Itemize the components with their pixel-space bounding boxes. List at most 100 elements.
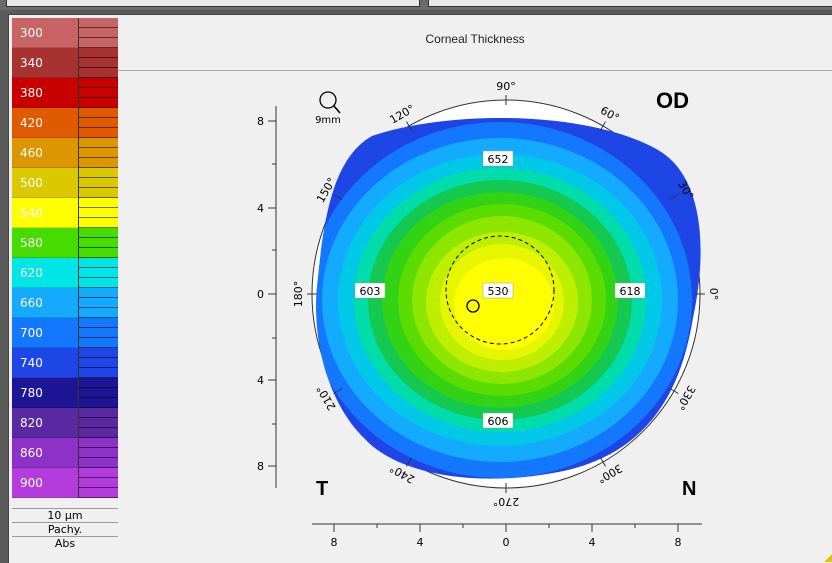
angle-tick [600, 121, 606, 131]
legend-swatch: 860 [12, 438, 78, 468]
y-tick-labels: 8 4 0 4 8 [257, 115, 264, 473]
legend-strip-line [79, 277, 119, 278]
legend-strip [78, 18, 119, 48]
legend-strip [78, 288, 119, 318]
legend-swatch: 620 [12, 258, 78, 288]
value-center: 530 [488, 285, 509, 298]
legend-strip-line [79, 127, 119, 128]
legend-strip-line [79, 457, 119, 458]
legend-strip-line [79, 347, 119, 348]
pupil-outline [445, 235, 555, 345]
legend-strip [78, 258, 119, 288]
legend-strip-line [79, 227, 119, 228]
eye-indicator: OD [656, 88, 689, 113]
temporal-label: T [316, 478, 329, 500]
color-scale-legend[interactable]: 300 340 380 420 460 500 540 580 620 660 700 740 780 8… [12, 18, 119, 556]
legend-strip-line [79, 87, 119, 88]
legend-strip-line [79, 447, 119, 448]
legend-strip-line [79, 157, 119, 158]
y-tick-label: 0 [257, 288, 264, 301]
legend-strip-line [79, 397, 119, 398]
legend-strip-line [79, 487, 119, 488]
legend-swatch: 580 [12, 228, 78, 258]
angle-tick [669, 388, 679, 394]
legend-strip-line [79, 357, 119, 358]
legend-strip-line [79, 67, 119, 68]
x-tick-label: 8 [331, 536, 338, 549]
legend-strip-line [79, 307, 119, 308]
top-field-left[interactable] [6, 0, 420, 7]
legend-strip-line [79, 327, 119, 328]
x-tick-label: 4 [417, 536, 424, 549]
legend-strip-line [79, 217, 119, 218]
legend-strip [78, 168, 119, 198]
legend-swatch: 380 [12, 78, 78, 108]
magnifier-icon[interactable] [319, 91, 341, 114]
legend-strip [78, 378, 119, 408]
legend-strip-line [79, 287, 119, 288]
legend-strip-line [79, 247, 119, 248]
legend-strip-line [79, 337, 119, 338]
angle-tick [600, 457, 606, 467]
y-tick-label: 8 [257, 115, 264, 128]
legend-swatch: 900 [12, 468, 78, 498]
top-field-right[interactable] [428, 0, 832, 7]
map-title: Corneal Thickness [425, 32, 525, 46]
x-tick-label: 0 [503, 536, 510, 549]
y-tick-label: 8 [257, 460, 264, 473]
legend-swatch: 500 [12, 168, 78, 198]
value-right: 618 [620, 285, 641, 298]
legend-swatch: 780 [12, 378, 78, 408]
legend-strip-line [79, 117, 119, 118]
legend-strip-line [79, 37, 119, 38]
x-tick-label: 4 [589, 536, 596, 549]
nasal-label: N [682, 478, 697, 500]
angle-label: 300° [595, 461, 624, 486]
angle-label: 120° [388, 102, 417, 127]
legend-strip-line [79, 57, 119, 58]
legend-swatch: 700 [12, 318, 78, 348]
legend-strip-line [79, 107, 119, 108]
legend-strip [78, 318, 119, 348]
legend-strip-line [79, 497, 119, 498]
legend-swatch: 660 [12, 288, 78, 318]
legend-footer-mode[interactable]: Pachy. [12, 522, 118, 537]
legend-strip-line [79, 297, 119, 298]
y-tick-label: 4 [257, 202, 264, 215]
value-top: 652 [488, 153, 509, 166]
legend-strip-line [79, 377, 119, 378]
angle-label: 0° [707, 288, 720, 301]
legend-strip-line [79, 367, 119, 368]
x-tick-label: 8 [675, 536, 682, 549]
legend-strip-line [79, 177, 119, 178]
title-divider [118, 70, 832, 71]
y-axis [268, 106, 277, 488]
legend-strip [78, 438, 119, 468]
angle-label: 90° [496, 80, 516, 93]
corneal-thickness-map[interactable]: 8 4 0 4 8 8 4 0 4 8 0°30°60°90 [118, 18, 832, 556]
resize-grip-icon[interactable] [824, 554, 832, 562]
map-panel: Corneal Thickness [118, 18, 832, 556]
angle-tick [333, 388, 343, 394]
legend-strip-line [79, 237, 119, 238]
legend-strip-line [79, 417, 119, 418]
legend-swatch: 340 [12, 48, 78, 78]
legend-strip [78, 228, 119, 258]
legend-strip-line [79, 477, 119, 478]
legend-strip-line [79, 407, 119, 408]
legend-strip-line [79, 257, 119, 258]
thinnest-point-marker [466, 299, 480, 313]
legend-strip-line [79, 207, 119, 208]
angle-tick [406, 457, 412, 467]
legend-strip [78, 408, 119, 438]
legend-strip [78, 48, 119, 78]
angle-label: 180° [292, 281, 305, 308]
angle-tick [333, 194, 343, 200]
y-tick-label: 4 [257, 374, 264, 387]
legend-swatch: 740 [12, 348, 78, 378]
legend-swatch: 300 [12, 18, 78, 48]
legend-footer-scale[interactable]: Abs [12, 536, 118, 551]
angle-label: 60° [598, 104, 621, 125]
legend-strip-line [79, 387, 119, 388]
legend-strip [78, 348, 119, 378]
